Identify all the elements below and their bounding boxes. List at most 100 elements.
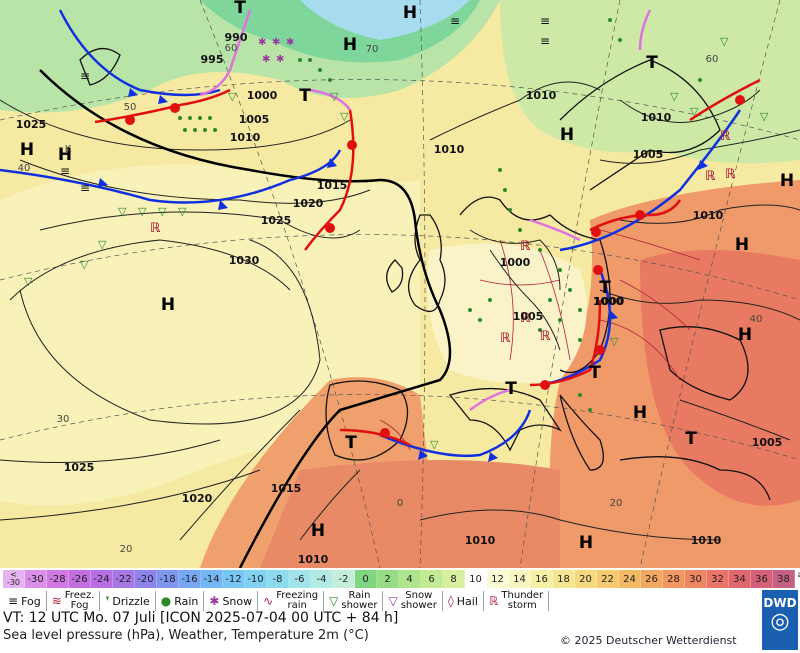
scale-cell: 38	[773, 570, 795, 588]
isobar-label: 1005	[633, 148, 664, 161]
isobar-label: 1010	[691, 534, 722, 547]
svg-text:✱: ✱	[258, 37, 266, 48]
scale-cell: 26	[641, 570, 663, 588]
svg-text:▽: ▽	[720, 35, 729, 48]
scale-cell: 0	[355, 570, 377, 588]
high-pressure-label: H	[58, 145, 72, 165]
scale-cell: 14	[509, 570, 531, 588]
high-pressure-label: H	[403, 3, 417, 23]
valid-time: VT: 12 UTC Mo. 07 Juli [ICON 2025-07-04 …	[3, 610, 399, 626]
weather-legend-label-line: shower	[341, 600, 378, 611]
scale-cell: -28	[47, 570, 69, 588]
scale-cell: -4	[311, 570, 333, 588]
svg-text:≡: ≡	[540, 34, 550, 48]
scale-cell: 6	[421, 570, 443, 588]
scale-cell: 20	[575, 570, 597, 588]
high-pressure-label: H	[161, 295, 175, 315]
scale-cell: 32	[707, 570, 729, 588]
high-pressure-label: H	[560, 125, 574, 145]
rain-dots	[178, 18, 702, 412]
low-pressure-label: T	[589, 363, 601, 383]
weather-legend-item: ≡ Fog	[3, 591, 47, 611]
temp-field-arctic	[300, 0, 470, 40]
svg-text:▽: ▽	[118, 205, 127, 218]
high-pressure-label: H	[579, 533, 593, 553]
svg-text:▽: ▽	[178, 205, 187, 218]
low-pressure-label: T	[599, 278, 611, 298]
svg-text:▽: ▽	[340, 110, 349, 123]
isobar-label: 1010	[641, 111, 672, 124]
high-pressure-label: H	[738, 325, 752, 345]
isobar-label: 1025	[261, 214, 292, 227]
weather-legend-label: Freez. Fog	[65, 591, 95, 611]
isobar-label: 1010	[230, 131, 261, 144]
isobar-label: 1020	[293, 197, 324, 210]
weather-legend-label-line: Thunder	[501, 590, 544, 601]
scale-cell: -2	[333, 570, 355, 588]
svg-text:ℝ: ℝ	[705, 169, 716, 184]
front-symbols	[98, 88, 745, 462]
weather-legend-label-line: Fog	[70, 600, 89, 611]
svg-text:✱: ✱	[272, 37, 280, 48]
scale-cell: -20	[135, 570, 157, 588]
occluded-fronts	[199, 9, 652, 412]
isobar-label: 1010	[434, 143, 465, 156]
scale-cell: -18	[157, 570, 179, 588]
svg-text:≡: ≡	[80, 69, 90, 83]
copyright: © 2025 Deutscher Wetterdienst	[560, 634, 737, 647]
isobar-label: 1005	[513, 310, 544, 323]
scale-cell: -22	[113, 570, 135, 588]
weather-symbol-icon: ✱	[209, 594, 220, 608]
svg-text:✱: ✱	[262, 54, 270, 65]
weather-legend: ≡ Fog ≋ Freez. Fog ❜ Drizzle ● Rain ✱ Snow ∿ Freezin…	[3, 590, 550, 612]
weather-symbol-icon: ❜	[105, 594, 110, 608]
isobar-label: 1010	[465, 534, 496, 547]
isobar-label: 1000	[247, 89, 278, 102]
isobar-label: 990	[225, 31, 248, 44]
svg-text:ℝ: ℝ	[540, 329, 551, 344]
weather-legend-label: Rain shower	[341, 591, 377, 611]
scale-cell: 8	[443, 570, 465, 588]
svg-text:✱: ✱	[276, 54, 284, 65]
scale-cell: < -30	[3, 570, 25, 588]
weather-legend-label-line: Freez.	[64, 590, 95, 601]
temperature-label: 70	[366, 44, 379, 55]
scale-cell: 12	[487, 570, 509, 588]
temperature-label: 50	[124, 102, 137, 113]
isobar-label: 1030	[229, 254, 260, 267]
temperature-label: 0	[397, 498, 403, 509]
scale-cell: -24	[91, 570, 113, 588]
temperature-label: 40	[750, 314, 763, 325]
snow-symbols: ✱ ✱ ✱✱ ✱	[258, 37, 294, 65]
fog-symbols: ≡ ≡ ≡ ≡ ≡ ≡	[60, 14, 550, 195]
isobar-label: 1000	[594, 295, 625, 308]
weather-legend-label: Freezing rain	[276, 591, 318, 611]
svg-text:▽: ▽	[80, 258, 89, 271]
pressure-centers: H H H H H H H H H H H H T T T T T T T T	[20, 0, 794, 553]
svg-text:▽: ▽	[158, 205, 167, 218]
weather-legend-label: Rain	[174, 594, 199, 608]
scale-cell: 36	[751, 570, 773, 588]
weather-legend-item: ❜ Drizzle	[100, 591, 156, 611]
isobar-label: 1025	[64, 461, 95, 474]
temperature-label: 60	[706, 54, 719, 65]
dwd-logo-text: DWD	[763, 596, 797, 610]
scale-cell: 18	[553, 570, 575, 588]
high-pressure-label: H	[735, 235, 749, 255]
weather-symbol-icon: ◊	[447, 594, 454, 608]
weather-legend-item: ≋ Freez. Fog	[47, 591, 101, 611]
temperature-label: 20	[120, 544, 133, 555]
isobar-label: 1010	[693, 209, 724, 222]
weather-legend-label-line: Snow	[405, 590, 433, 601]
weather-legend-label-line: rain	[287, 600, 307, 611]
high-pressure-label: H	[780, 171, 794, 191]
scale-cell: 34	[729, 570, 751, 588]
graticule	[0, 0, 800, 568]
low-pressure-label: T	[234, 0, 246, 18]
weather-legend-item: ▽ Rain shower	[324, 591, 384, 611]
svg-text:ℝ: ℝ	[520, 239, 531, 254]
weather-legend-label-line: shower	[400, 600, 437, 611]
temperature-label: 20	[610, 498, 623, 509]
